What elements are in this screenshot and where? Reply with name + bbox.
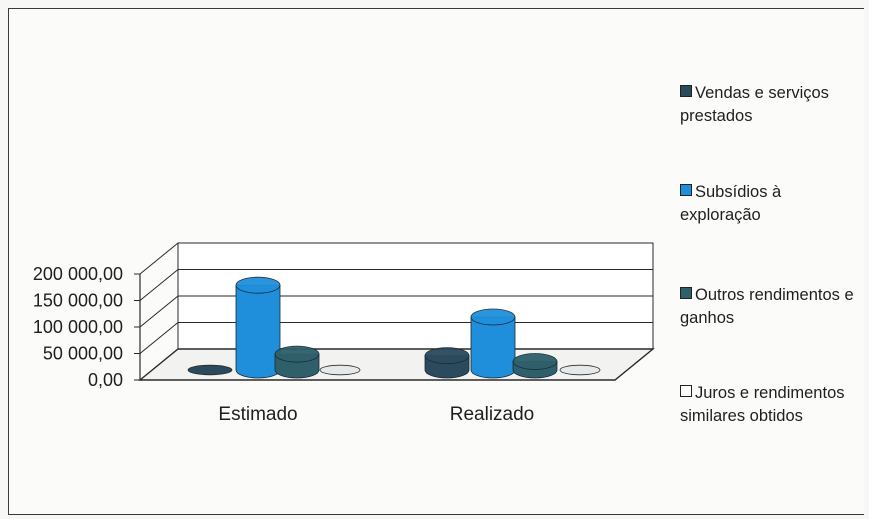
- legend-item-subsidios: Subsídios à exploração: [680, 181, 855, 227]
- bar-cylinder-top: [424, 347, 470, 365]
- bar-cylinder-top: [512, 353, 558, 370]
- grid-depth-line: [139, 322, 179, 354]
- legend-label: Outros rendimentos e ganhos: [680, 286, 854, 327]
- bar-cylinder: [235, 284, 281, 379]
- bar-cylinder-top: [235, 276, 281, 294]
- bar-cylinder: [187, 364, 233, 376]
- legend-label: Subsídios à exploração: [680, 183, 782, 224]
- bar-cylinder-top: [470, 308, 516, 326]
- bar-cylinder: [470, 316, 516, 379]
- legend-label: Juros e rendimentos similares obtidos: [680, 384, 845, 425]
- x-tick-label: Realizado: [450, 404, 535, 425]
- legend-item-outros: Outros rendimentos e ganhos: [680, 284, 855, 330]
- legend-swatch: [680, 287, 692, 299]
- x-tick-label: Estimado: [218, 404, 297, 425]
- floor: [138, 348, 655, 381]
- legend-item-vendas: Vendas e serviços prestados: [680, 82, 855, 128]
- legend-swatch: [680, 184, 692, 196]
- y-tick-label: 0,00: [88, 370, 123, 390]
- legend-swatch: [680, 385, 692, 397]
- y-tick-label: 50 000,00: [43, 344, 123, 364]
- grid-depth-line: [139, 295, 179, 328]
- bar-cylinder-top: [274, 345, 320, 363]
- y-tick-label: 200 000,00: [33, 264, 123, 284]
- legend-swatch: [680, 85, 692, 97]
- y-tick-label: 100 000,00: [33, 317, 123, 337]
- grid-depth-line: [139, 269, 179, 301]
- y-tick-label: 150 000,00: [33, 291, 123, 311]
- bar-cylinder: [319, 364, 361, 376]
- bar-cylinder: [559, 364, 601, 376]
- grid-depth-line: [139, 242, 179, 275]
- legend-label: Vendas e serviços prestados: [680, 84, 829, 125]
- legend-item-juros: Juros e rendimentos similares obtidos: [680, 382, 855, 428]
